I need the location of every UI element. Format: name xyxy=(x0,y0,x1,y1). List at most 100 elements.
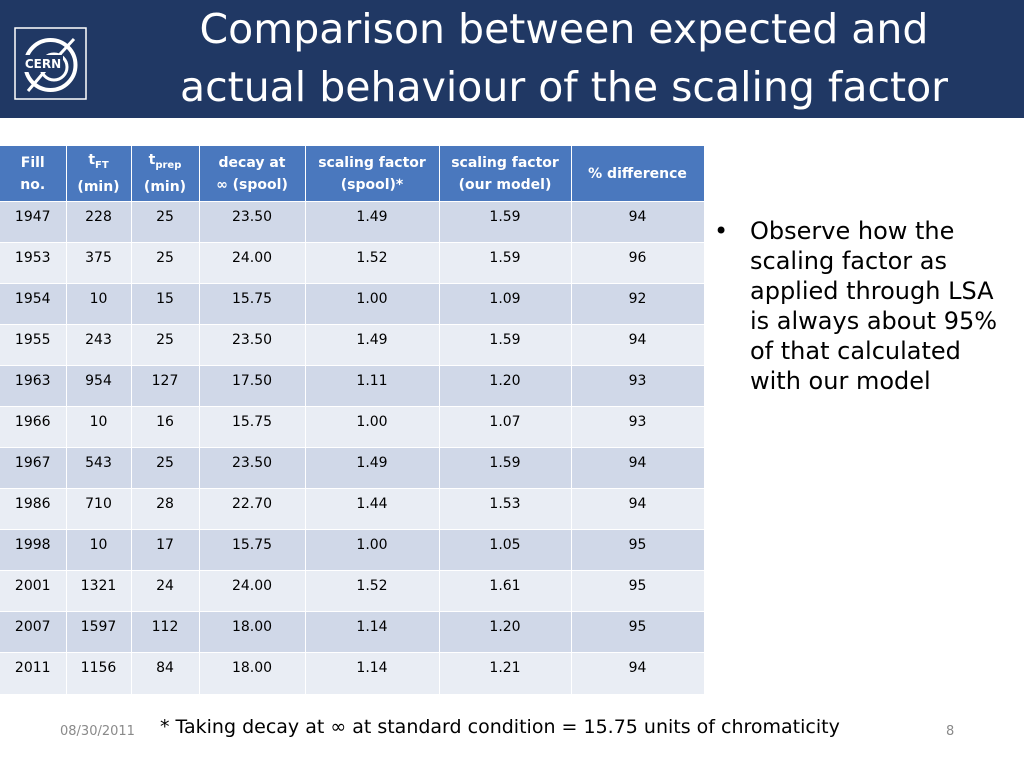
cell-scaling-model: 1.20 xyxy=(439,611,572,653)
cell-decay: 18.00 xyxy=(199,611,306,653)
cell-percent-difference: 95 xyxy=(571,611,705,653)
cern-logo: CERN xyxy=(14,27,87,100)
cell-scaling-spool: 1.14 xyxy=(305,652,440,694)
header-t-prep: tprep (min) xyxy=(131,146,200,202)
header-decay: decay at ∞ (spool) xyxy=(199,146,306,202)
cell-t-ft: 228 xyxy=(66,201,132,243)
cell-decay: 15.75 xyxy=(199,529,306,571)
cern-logo-text: CERN xyxy=(25,57,61,71)
cell-percent-difference: 94 xyxy=(571,447,705,489)
cell-t-ft: 1597 xyxy=(66,611,132,653)
header-t-ft: tFT (min) xyxy=(66,146,132,202)
cell-fill-no: 1966 xyxy=(0,406,67,448)
cell-decay: 17.50 xyxy=(199,365,306,407)
cell-t-ft: 243 xyxy=(66,324,132,366)
title-line-1: Comparison between expected and xyxy=(199,5,929,53)
cell-fill-no: 1963 xyxy=(0,365,67,407)
cell-percent-difference: 94 xyxy=(571,488,705,530)
cell-decay: 24.00 xyxy=(199,570,306,612)
table-row: 1986 710 28 22.70 1.44 1.53 94 xyxy=(0,488,705,530)
cell-scaling-model: 1.05 xyxy=(439,529,572,571)
cell-t-ft: 375 xyxy=(66,242,132,284)
cell-t-prep: 25 xyxy=(131,201,200,243)
cell-t-ft: 10 xyxy=(66,406,132,448)
header-percent-difference: % difference xyxy=(571,146,705,202)
cell-fill-no: 1953 xyxy=(0,242,67,284)
table-row: 1953 375 25 24.00 1.52 1.59 96 xyxy=(0,242,705,284)
cell-fill-no: 2007 xyxy=(0,611,67,653)
cell-scaling-spool: 1.49 xyxy=(305,324,440,366)
cell-decay: 22.70 xyxy=(199,488,306,530)
cell-scaling-spool: 1.44 xyxy=(305,488,440,530)
cell-percent-difference: 95 xyxy=(571,529,705,571)
cell-percent-difference: 94 xyxy=(571,324,705,366)
page-number: 8 xyxy=(946,724,955,739)
cell-fill-no: 1954 xyxy=(0,283,67,325)
cell-percent-difference: 93 xyxy=(571,365,705,407)
cell-t-ft: 1321 xyxy=(66,570,132,612)
title-banner: CERN Comparison between expected and act… xyxy=(0,0,1024,118)
cell-t-ft: 710 xyxy=(66,488,132,530)
cell-scaling-spool: 1.00 xyxy=(305,406,440,448)
cell-t-prep: 84 xyxy=(131,652,200,694)
cell-percent-difference: 93 xyxy=(571,406,705,448)
cell-t-prep: 112 xyxy=(131,611,200,653)
page-title: Comparison between expected and actual b… xyxy=(112,0,1016,118)
table-row: 1963 954 127 17.50 1.11 1.20 93 xyxy=(0,365,705,407)
cell-decay: 18.00 xyxy=(199,652,306,694)
cell-percent-difference: 96 xyxy=(571,242,705,284)
cell-t-prep: 25 xyxy=(131,242,200,284)
table-row: 2011 1156 84 18.00 1.14 1.21 94 xyxy=(0,652,705,694)
cell-scaling-model: 1.59 xyxy=(439,324,572,366)
cell-decay: 23.50 xyxy=(199,324,306,366)
cell-fill-no: 2001 xyxy=(0,570,67,612)
cell-scaling-spool: 1.52 xyxy=(305,242,440,284)
bullet-text: Observe how the scaling factor as applie… xyxy=(750,217,998,395)
cell-scaling-spool: 1.49 xyxy=(305,201,440,243)
cell-scaling-model: 1.53 xyxy=(439,488,572,530)
cell-scaling-spool: 1.49 xyxy=(305,447,440,489)
cell-scaling-spool: 1.52 xyxy=(305,570,440,612)
cell-t-prep: 127 xyxy=(131,365,200,407)
cell-scaling-model: 1.61 xyxy=(439,570,572,612)
cell-decay: 24.00 xyxy=(199,242,306,284)
cell-t-prep: 16 xyxy=(131,406,200,448)
cell-t-ft: 954 xyxy=(66,365,132,407)
cell-scaling-spool: 1.00 xyxy=(305,283,440,325)
cell-fill-no: 1947 xyxy=(0,201,67,243)
table-row: 1998 10 17 15.75 1.00 1.05 95 xyxy=(0,529,705,571)
cell-percent-difference: 95 xyxy=(571,570,705,612)
table-row: 2007 1597 112 18.00 1.14 1.20 95 xyxy=(0,611,705,653)
table-row: 1966 10 16 15.75 1.00 1.07 93 xyxy=(0,406,705,448)
bullet-list: • Observe how the scaling factor as appl… xyxy=(712,216,1012,396)
table-row: 1967 543 25 23.50 1.49 1.59 94 xyxy=(0,447,705,489)
cell-t-ft: 10 xyxy=(66,283,132,325)
table-header-row: Fill no. tFT (min) tprep (min) decay at ∞ (s… xyxy=(0,146,705,202)
title-line-2: actual behaviour of the scaling factor xyxy=(179,63,949,111)
table-row: 1954 10 15 15.75 1.00 1.09 92 xyxy=(0,283,705,325)
cell-fill-no: 2011 xyxy=(0,652,67,694)
cell-decay: 23.50 xyxy=(199,201,306,243)
cell-fill-no: 1955 xyxy=(0,324,67,366)
cell-t-prep: 25 xyxy=(131,324,200,366)
footer-date: 08/30/2011 xyxy=(60,724,135,739)
cell-scaling-model: 1.21 xyxy=(439,652,572,694)
table-row: 1955 243 25 23.50 1.49 1.59 94 xyxy=(0,324,705,366)
table-row: 1947 228 25 23.50 1.49 1.59 94 xyxy=(0,201,705,243)
header-fill-no: Fill no. xyxy=(0,146,67,202)
cell-decay: 15.75 xyxy=(199,406,306,448)
cell-t-ft: 543 xyxy=(66,447,132,489)
cell-scaling-spool: 1.00 xyxy=(305,529,440,571)
cell-percent-difference: 94 xyxy=(571,652,705,694)
header-scaling-spool: scaling factor (spool)* xyxy=(305,146,440,202)
table-body: 1947 228 25 23.50 1.49 1.59 94 1953 375 25 24.00 1.… xyxy=(0,201,705,694)
cell-t-prep: 15 xyxy=(131,283,200,325)
cell-scaling-model: 1.07 xyxy=(439,406,572,448)
cell-percent-difference: 94 xyxy=(571,201,705,243)
cell-scaling-spool: 1.11 xyxy=(305,365,440,407)
cell-fill-no: 1967 xyxy=(0,447,67,489)
cell-t-ft: 1156 xyxy=(66,652,132,694)
scaling-factor-table: Fill no. tFT (min) tprep (min) decay at ∞ (s… xyxy=(0,146,705,694)
bullet-dot-icon: • xyxy=(714,217,729,245)
cell-percent-difference: 92 xyxy=(571,283,705,325)
